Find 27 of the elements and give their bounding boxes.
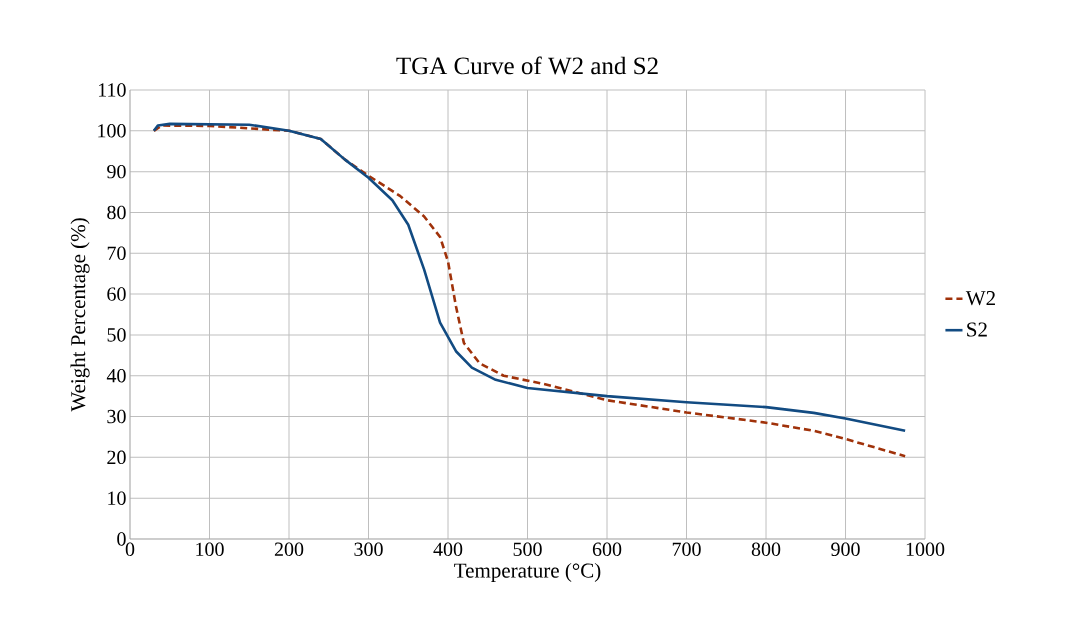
x-tick-label: 800	[751, 542, 781, 557]
legend-label: W2	[965, 291, 995, 306]
chart-title: TGA Curve of W2 and S2	[396, 56, 658, 75]
y-tick-label: 90	[107, 164, 126, 179]
x-tick-label: 300	[354, 542, 383, 557]
y-tick-label: 0	[117, 532, 126, 546]
y-axis-title: Weight Percentage (%)	[70, 218, 90, 412]
legend-label: S2	[967, 322, 987, 337]
y-tick-label: 110	[98, 83, 126, 97]
x-tick-label: 1000	[906, 542, 945, 557]
y-tick-label: 70	[107, 246, 126, 261]
y-tick-label: 60	[107, 287, 126, 301]
x-axis-title: Temperature (°C)	[454, 562, 601, 582]
x-tick-label: 400	[433, 542, 463, 557]
y-tick-label: 20	[107, 450, 126, 465]
y-tick-label: 30	[107, 409, 126, 424]
y-tick-label: 100	[98, 124, 126, 138]
y-tick-label: 40	[106, 368, 126, 383]
y-tick-label: 10	[108, 491, 126, 505]
x-tick-label: 700	[672, 542, 701, 557]
x-tick-label: 600	[592, 542, 622, 557]
y-tick-label: 50	[107, 328, 126, 342]
x-tick-label: 100	[196, 542, 224, 557]
x-tick-label: 500	[513, 542, 542, 557]
y-tick-label: 80	[107, 205, 126, 220]
x-tick-label: 900	[831, 542, 860, 557]
x-tick-label: 200	[274, 542, 304, 557]
